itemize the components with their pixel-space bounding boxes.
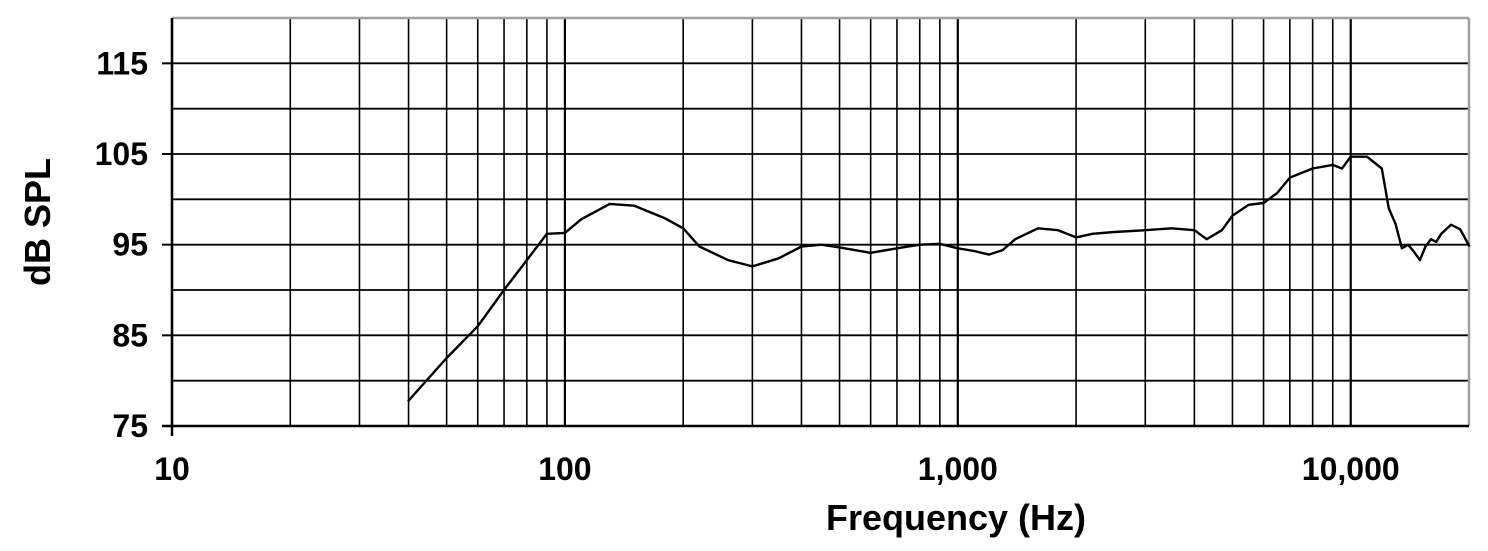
- x-tick-label: 10: [154, 451, 190, 487]
- y-tick-label: 85: [112, 317, 148, 353]
- frequency-response-line: [407, 155, 1471, 402]
- series-layer: [407, 155, 1471, 402]
- x-tick-label: 100: [538, 451, 591, 487]
- x-tick-labels: 10 100 1,000 10,000: [154, 451, 1399, 487]
- y-tick-label: 75: [112, 408, 148, 444]
- x-tick-label: 10,000: [1302, 451, 1400, 487]
- y-tick-label: 95: [112, 227, 148, 263]
- plot-frame: [162, 16, 1471, 436]
- y-tick-label: 105: [95, 136, 148, 172]
- y-axis-title: dB SPL: [17, 158, 58, 286]
- grid-layer: [170, 17, 1470, 427]
- x-axis-title: Frequency (Hz): [826, 497, 1086, 538]
- y-tick-labels: 75 85 95 105 115: [95, 45, 148, 444]
- y-tick-label: 115: [96, 45, 148, 81]
- x-tick-label: 1,000: [918, 451, 998, 487]
